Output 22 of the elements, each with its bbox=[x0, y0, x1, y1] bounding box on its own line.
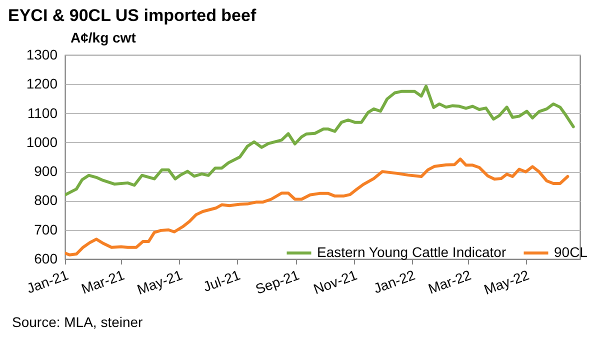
x-tick-label: Nov-21 bbox=[311, 266, 360, 298]
x-tick-label: Jul-21 bbox=[200, 266, 242, 295]
source-note: Source: MLA, steiner bbox=[12, 314, 143, 330]
legend-label: 90CL bbox=[554, 244, 588, 260]
y-tick-label: 1000 bbox=[26, 134, 58, 150]
y-axis-title: A¢/kg cwt bbox=[70, 30, 136, 46]
line-series bbox=[65, 84, 575, 196]
y-tick-label: 600 bbox=[34, 250, 58, 266]
y-tick-label: 1200 bbox=[26, 76, 58, 92]
y-tick-label: 1100 bbox=[27, 104, 58, 121]
legend-label: Eastern Young Cattle Indicator bbox=[317, 244, 506, 260]
y-tick-label: 800 bbox=[34, 192, 58, 208]
y-tick-label: 700 bbox=[34, 221, 58, 238]
x-tick-label: Jan-21 bbox=[24, 266, 70, 296]
x-tick-label: Mar-21 bbox=[79, 266, 127, 297]
chart-title: EYCI & 90CL US imported beef bbox=[8, 6, 256, 26]
x-tick-label: Mar-22 bbox=[426, 266, 474, 297]
x-tick-label: May-21 bbox=[134, 266, 185, 298]
x-tick-label: Sep-21 bbox=[253, 266, 302, 298]
y-tick-label: 1300 bbox=[26, 46, 58, 62]
y-tick-label: 900 bbox=[34, 163, 58, 180]
x-tick-label: Jan-22 bbox=[371, 266, 418, 296]
